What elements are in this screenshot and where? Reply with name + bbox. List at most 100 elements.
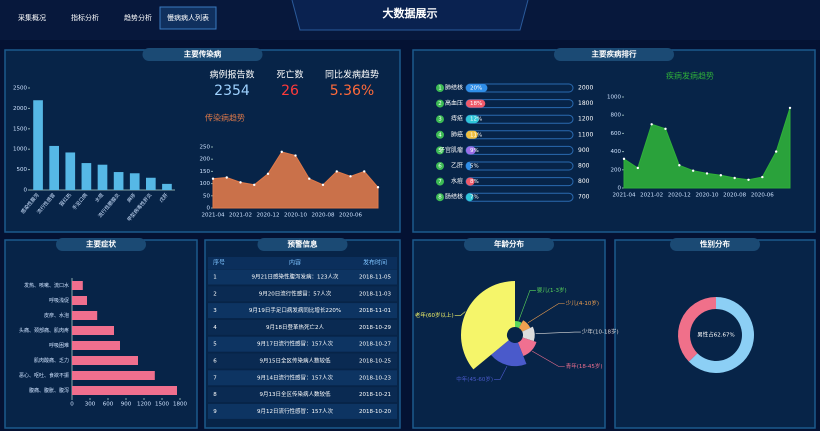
slice-label: 青年(18-45岁) bbox=[566, 362, 603, 370]
table-header-bg bbox=[208, 257, 397, 269]
data-point bbox=[788, 106, 792, 110]
table-cell: 2018-10-27 bbox=[359, 342, 391, 348]
slice-label: 少儿(4-10岁) bbox=[566, 299, 599, 307]
rank-name: 痔疮 bbox=[451, 115, 463, 123]
data-point bbox=[650, 123, 653, 126]
data-point bbox=[294, 154, 297, 157]
rank-bar bbox=[466, 99, 486, 108]
label-line bbox=[527, 303, 565, 324]
rank-badge bbox=[436, 146, 444, 155]
x-tick-label: 1200 bbox=[137, 402, 151, 408]
y-tick-label: 呼吸浅促 bbox=[49, 297, 69, 304]
table-cell: 9月20日流行性感冒：57人次 bbox=[259, 289, 332, 297]
panel bbox=[614, 239, 816, 429]
data-point bbox=[349, 175, 352, 178]
data-point bbox=[253, 183, 256, 187]
table-cell: 2018-10-25 bbox=[359, 359, 391, 365]
y-tick-label: 1000 bbox=[13, 147, 27, 153]
bar bbox=[33, 100, 43, 190]
rank-name: 水痘 bbox=[451, 177, 463, 185]
rank-percent: 18% bbox=[470, 101, 482, 107]
data-point bbox=[266, 172, 270, 176]
label-line bbox=[518, 290, 536, 321]
table-header: 序号 bbox=[213, 259, 225, 267]
table-cell: 8 bbox=[213, 392, 217, 398]
data-point bbox=[664, 127, 667, 131]
x-tick-label: 1500 bbox=[155, 402, 169, 408]
stat-label: 病例报告数 bbox=[209, 69, 254, 81]
table-row bbox=[208, 353, 397, 369]
y-tick-label: 200 bbox=[200, 157, 211, 163]
rose-slice bbox=[491, 340, 527, 367]
rank-percent: 5% bbox=[470, 164, 479, 170]
x-tick-label: 2020-06 bbox=[751, 193, 774, 199]
bar bbox=[72, 371, 155, 380]
stat-value: 2354 bbox=[214, 83, 250, 99]
bar bbox=[49, 145, 59, 190]
label-line bbox=[535, 331, 581, 334]
rose-slice bbox=[515, 321, 522, 328]
table-cell: 9月18日登革热死亡2人 bbox=[266, 323, 324, 331]
nav-tab[interactable]: 采集概况 bbox=[18, 13, 46, 22]
bar bbox=[72, 326, 114, 335]
x-tick-label: 900 bbox=[121, 402, 132, 408]
rank-count: 1100 bbox=[578, 131, 593, 138]
y-tick-label: 发热、咳嗽、流口水 bbox=[24, 282, 69, 289]
area bbox=[212, 151, 379, 209]
x-tick-label: 水痘 bbox=[93, 192, 105, 204]
title-frame bbox=[291, 0, 529, 31]
x-tick-label: 2021-04 bbox=[613, 193, 636, 199]
slice-label: 老年(60岁以上) bbox=[415, 311, 454, 319]
nav-tab[interactable]: 指标分析 bbox=[71, 13, 99, 22]
panel-title: 预警信息 bbox=[288, 239, 318, 249]
x-tick-label: 2021-02 bbox=[229, 213, 252, 219]
x-tick-label: 300 bbox=[85, 402, 96, 408]
rank-name: 肺结核 bbox=[445, 84, 463, 92]
table-cell: 5 bbox=[213, 342, 217, 348]
panel-title-pill bbox=[464, 238, 554, 251]
x-tick-label: 2021-04 bbox=[202, 213, 225, 219]
y-tick-label: 2500 bbox=[13, 86, 27, 92]
table-row bbox=[208, 319, 397, 335]
table-cell: 2018-11-03 bbox=[359, 291, 391, 297]
rank-bar bbox=[466, 146, 476, 155]
table-row bbox=[208, 303, 397, 319]
rank-bar bbox=[466, 84, 488, 92]
y-tick-label: 150 bbox=[200, 169, 211, 175]
nav-tab[interactable]: 趋势分析 bbox=[124, 13, 152, 22]
rank-number: 8 bbox=[438, 195, 442, 201]
y-tick-label: 皮疹、水泡 bbox=[44, 312, 69, 319]
panel-title: 主要传染病 bbox=[184, 49, 222, 59]
panel-title: 主要疾病排行 bbox=[592, 49, 637, 59]
y-tick-label: 50 bbox=[203, 193, 210, 199]
table-cell: 2018-10-21 bbox=[359, 392, 391, 398]
slice-label: 婴儿(1-3岁) bbox=[537, 286, 567, 294]
table-row bbox=[208, 370, 397, 386]
stat-value: 5.36% bbox=[330, 83, 374, 99]
bar bbox=[72, 296, 87, 305]
table-cell: 9月13日全区传染病人数较低 bbox=[260, 390, 331, 398]
rose-slice bbox=[522, 326, 535, 342]
table-cell: 2018-11-01 bbox=[359, 308, 391, 314]
label-line bbox=[532, 350, 565, 367]
rank-number: 3 bbox=[438, 117, 442, 123]
rank-count: 700 bbox=[578, 194, 590, 201]
data-point bbox=[321, 183, 325, 187]
nav-tab[interactable]: 慢病病人列表 bbox=[167, 13, 209, 22]
bar bbox=[72, 341, 120, 350]
table-cell: 2018-11-05 bbox=[359, 275, 391, 281]
y-tick-label: 200 bbox=[611, 167, 622, 173]
bar bbox=[162, 183, 172, 190]
panel-title-pill bbox=[257, 238, 348, 251]
bar bbox=[146, 177, 156, 190]
data-point bbox=[774, 150, 778, 153]
area bbox=[623, 107, 791, 189]
rank-percent: 8% bbox=[470, 179, 479, 185]
rank-number: 2 bbox=[438, 101, 442, 107]
rose-slice bbox=[518, 320, 531, 332]
panel-title-pill bbox=[56, 238, 146, 251]
x-tick-label: 2020-08 bbox=[312, 213, 335, 219]
y-tick-label: 2000 bbox=[13, 106, 27, 112]
data-point bbox=[211, 177, 215, 180]
rank-number: 6 bbox=[438, 164, 442, 170]
